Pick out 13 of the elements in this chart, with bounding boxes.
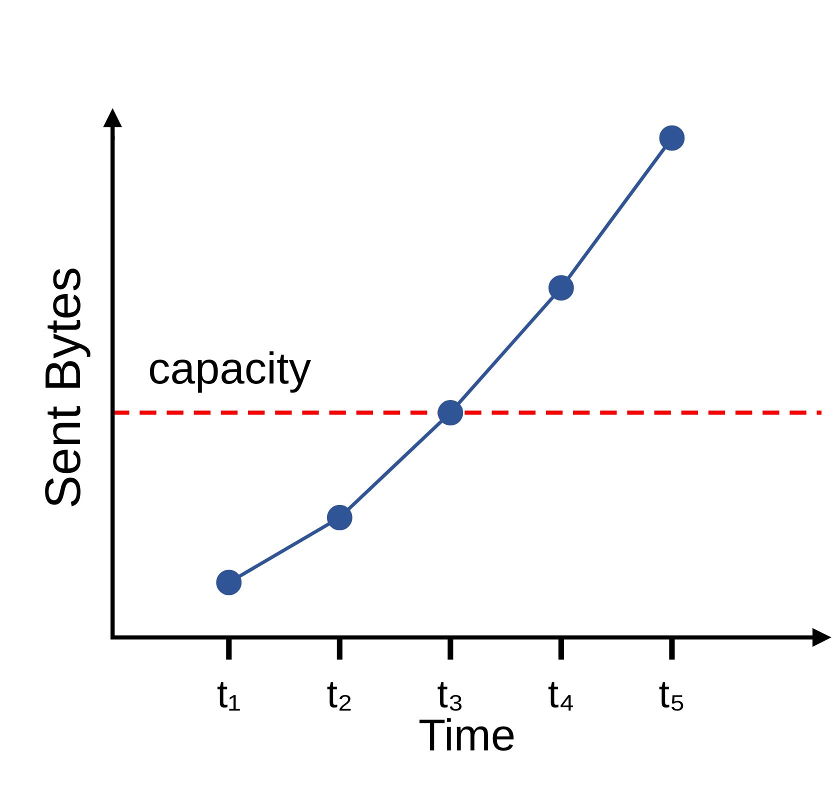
ref-line-label: capacity xyxy=(150,351,311,393)
y-axis-title: Sent Bytes xyxy=(45,268,90,506)
point xyxy=(659,125,685,151)
point xyxy=(438,400,464,426)
x-tick-label: t₁ xyxy=(218,682,240,711)
x-tick-label: t₂ xyxy=(327,682,351,711)
x-axis-title: Time xyxy=(419,718,514,751)
x-tick-label: t₄ xyxy=(548,682,574,711)
point xyxy=(216,570,242,596)
x-tick-label: t₅ xyxy=(659,682,684,711)
point xyxy=(548,275,574,301)
x-tick-label: t₃ xyxy=(438,682,462,711)
point xyxy=(326,504,352,530)
